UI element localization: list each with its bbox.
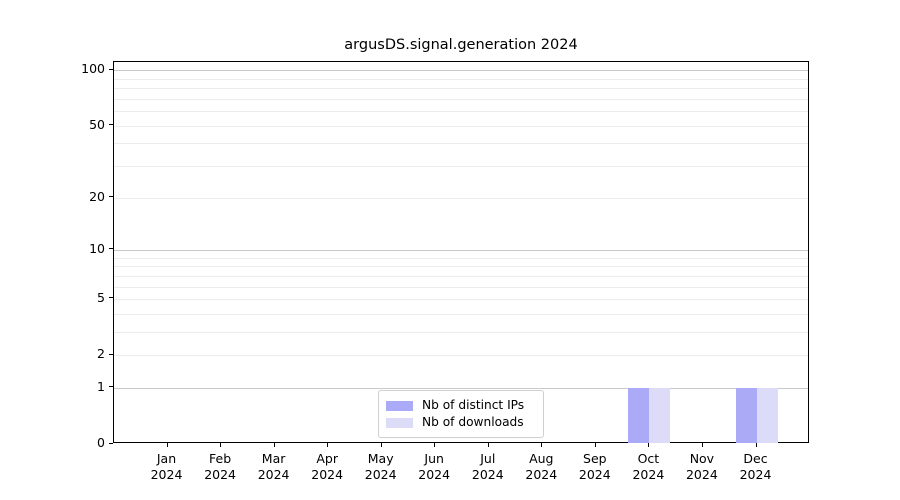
y-tick-label-10: 10 <box>89 240 105 256</box>
x-tick-label-jan: Jan 2024 <box>150 451 183 482</box>
bar-oct-distinct-ips <box>628 387 650 443</box>
x-tick-apr <box>327 443 329 447</box>
gridline-70 <box>114 98 808 100</box>
x-tick-oct <box>648 443 650 447</box>
y-tick-label-1: 1 <box>97 378 105 394</box>
legend-swatch-downloads <box>386 417 413 428</box>
y-tick-10 <box>109 248 113 250</box>
gridline-9 <box>114 257 808 259</box>
legend: Nb of distinct IPs Nb of downloads <box>378 390 544 438</box>
gridline-100 <box>114 70 808 72</box>
plot-area <box>113 61 809 443</box>
x-tick-feb <box>220 443 222 447</box>
legend-row: Nb of downloads <box>386 414 535 431</box>
gridline-50 <box>114 125 808 127</box>
x-tick-label-nov: Nov 2024 <box>685 451 718 482</box>
x-tick-label-mar: Mar 2024 <box>257 451 290 482</box>
bars-layer <box>114 62 808 443</box>
x-tick-dec <box>755 443 757 447</box>
gridline-80 <box>114 88 808 90</box>
y-tick-50 <box>109 124 113 126</box>
y-tick-2 <box>109 353 113 355</box>
x-tick-label-may: May 2024 <box>364 451 397 482</box>
x-tick-mar <box>273 443 275 447</box>
x-tick-jan <box>166 443 168 447</box>
x-tick-label-dec: Dec 2024 <box>739 451 772 482</box>
bar-oct-downloads <box>649 387 671 443</box>
y-tick-label-100: 100 <box>81 61 105 77</box>
legend-swatch-distinct-ips <box>386 400 413 411</box>
gridline-10 <box>114 249 808 251</box>
gridline-60 <box>114 111 808 113</box>
gridline-90 <box>114 78 808 80</box>
gridlines-layer <box>114 62 808 442</box>
gridline-3 <box>114 331 808 333</box>
gridline-5 <box>114 298 808 300</box>
x-tick-label-jul: Jul 2024 <box>471 451 504 482</box>
gridline-30 <box>114 166 808 167</box>
x-tick-jul <box>487 443 489 447</box>
x-tick-label-sep: Sep 2024 <box>578 451 611 482</box>
x-tick-aug <box>541 443 543 447</box>
bar-dec-distinct-ips <box>735 387 757 443</box>
x-tick-label-feb: Feb 2024 <box>204 451 236 482</box>
x-tick-label-apr: Apr 2024 <box>311 451 344 482</box>
gridline-1 <box>114 387 808 389</box>
y-tick-label-5: 5 <box>97 289 105 305</box>
y-tick-5 <box>109 297 113 299</box>
chart-title: argusDS.signal.generation 2024 <box>344 37 578 53</box>
x-tick-label-aug: Aug 2024 <box>525 451 558 482</box>
gridline-8 <box>114 266 808 268</box>
gridline-40 <box>114 143 808 145</box>
x-tick-nov <box>701 443 703 447</box>
gridline-2 <box>114 355 808 357</box>
x-tick-sep <box>594 443 596 447</box>
legend-label-downloads: Nb of downloads <box>422 415 524 429</box>
gridline-6 <box>114 286 808 288</box>
x-tick-label-jun: Jun 2024 <box>418 451 451 482</box>
x-tick-may <box>380 443 382 447</box>
y-tick-20 <box>109 196 113 197</box>
x-tick-jun <box>434 443 436 447</box>
gridline-7 <box>114 275 808 277</box>
y-tick-label-0: 0 <box>97 435 105 450</box>
y-tick-0 <box>109 442 113 444</box>
y-tick-100 <box>109 68 113 70</box>
y-tick-label-50: 50 <box>89 116 105 132</box>
y-tick-1 <box>109 386 113 388</box>
bar-dec-downloads <box>756 387 778 443</box>
x-tick-label-oct: Oct 2024 <box>632 451 665 482</box>
y-tick-label-20: 20 <box>89 188 105 204</box>
gridline-4 <box>114 313 808 315</box>
gridline-20 <box>114 197 808 199</box>
y-tick-label-2: 2 <box>97 346 105 362</box>
legend-row: Nb of distinct IPs <box>386 397 535 414</box>
legend-label-distinct-ips: Nb of distinct IPs <box>422 398 525 412</box>
